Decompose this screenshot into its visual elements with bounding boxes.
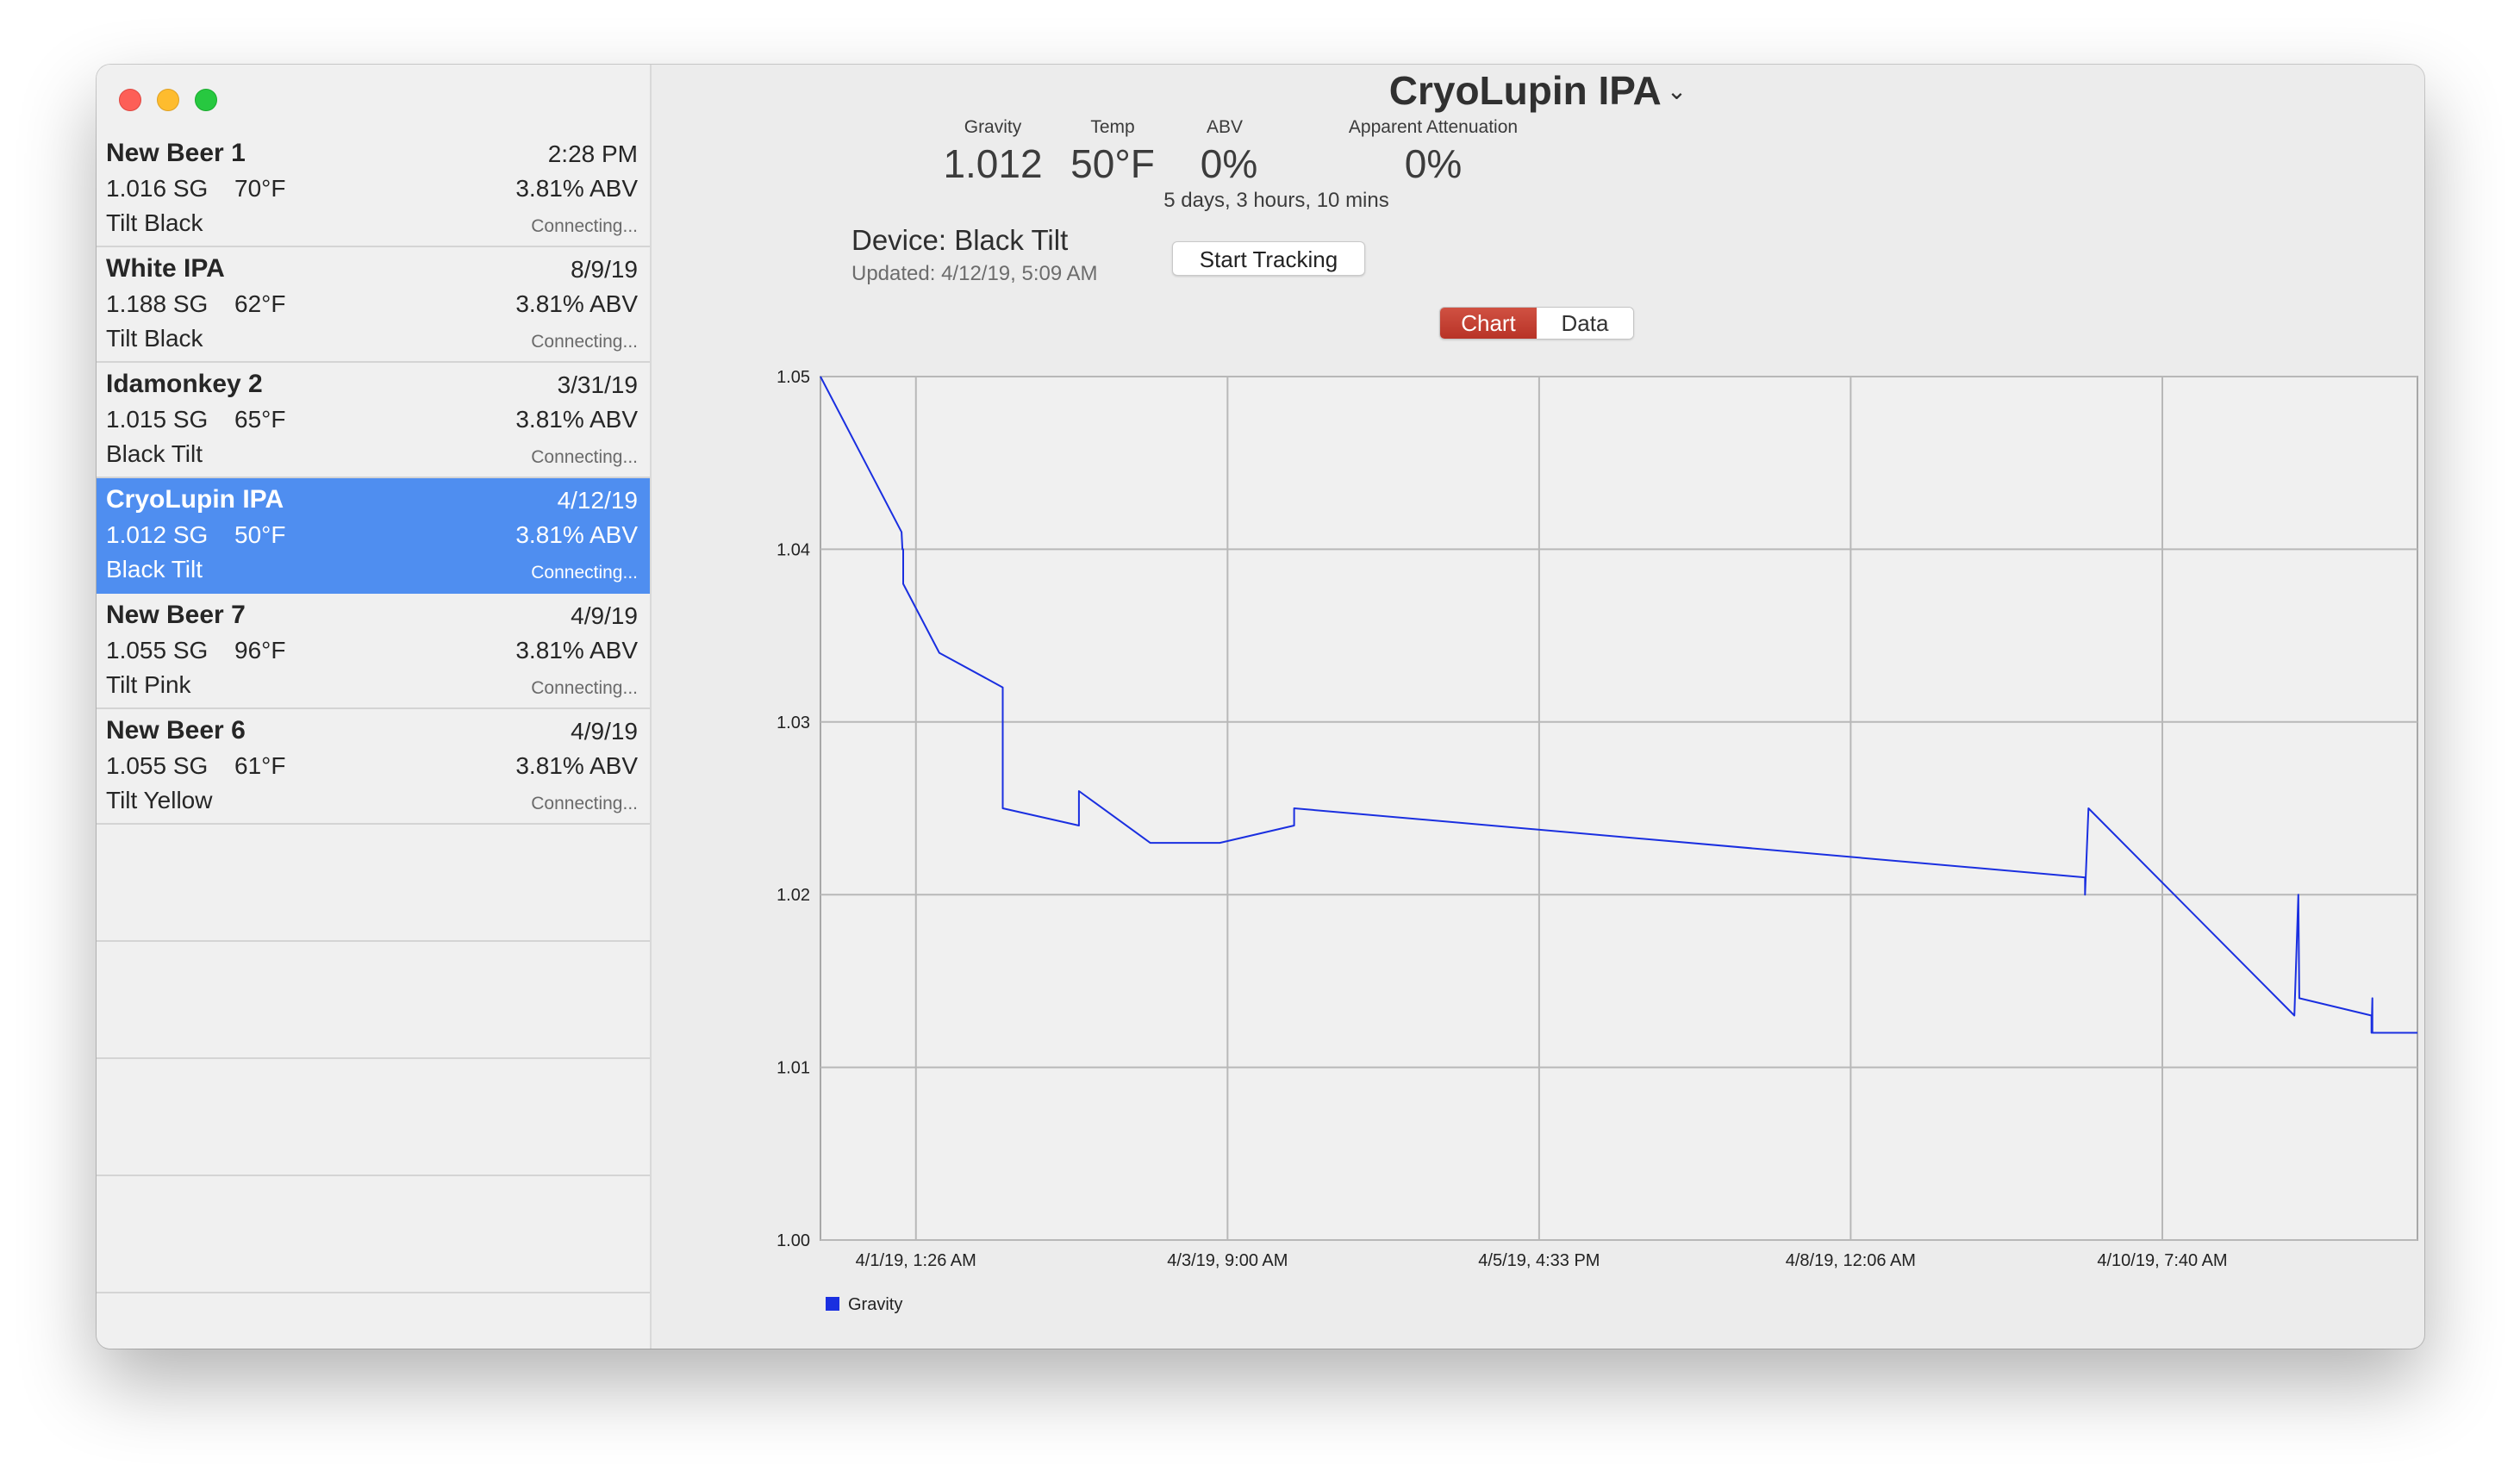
beer-gravity: 1.188 SG — [106, 290, 209, 317]
beer-date: 2:28 PM — [547, 140, 638, 167]
beer-gravity: 1.015 SG — [106, 406, 209, 433]
empty-list-row — [97, 825, 650, 942]
beer-name: CryoLupin IPA — [106, 485, 284, 514]
beer-device: Tilt Yellow — [106, 787, 213, 813]
beer-name: Idamonkey 2 — [106, 370, 263, 398]
beer-row[interactable]: New Beer 7 4/9/19 1.055 SG 96°F 3.81% AB… — [97, 594, 650, 709]
empty-list-row — [97, 1059, 650, 1176]
beer-gravity: 1.055 SG — [106, 752, 209, 779]
beer-status: Connecting... — [531, 332, 638, 352]
y-tick-label: 1.03 — [777, 714, 810, 732]
beer-date: 4/12/19 — [557, 487, 638, 514]
last-updated: Updated: 4/12/19, 5:09 AM — [851, 262, 1098, 285]
beer-abv: 3.81% ABV — [515, 406, 638, 433]
beer-temp: 70°F — [234, 175, 286, 202]
page-title: CryoLupin IPA — [1388, 68, 1662, 113]
beer-name: New Beer 1 — [106, 139, 246, 167]
y-tick-label: 1.02 — [777, 886, 810, 905]
temp-label: Temp — [1090, 117, 1135, 137]
beer-status: Connecting... — [531, 216, 638, 236]
beer-name: New Beer 6 — [106, 716, 246, 745]
beer-row-selected[interactable]: CryoLupin IPA 4/12/19 1.012 SG 50°F 3.81… — [97, 478, 650, 594]
beer-name: White IPA — [106, 254, 225, 283]
beer-date: 4/9/19 — [571, 602, 638, 629]
beer-temp: 61°F — [234, 752, 286, 779]
close-window-button[interactable] — [119, 89, 141, 111]
beer-temp: 96°F — [234, 637, 286, 664]
beer-abv: 3.81% ABV — [515, 175, 638, 202]
beer-status: Connecting... — [531, 447, 638, 467]
chevron-down-icon[interactable]: ⌄ — [1666, 78, 1687, 104]
beer-date: 8/9/19 — [571, 256, 638, 283]
beer-device: Tilt Pink — [106, 671, 191, 698]
beer-list: New Beer 1 2:28 PM 1.016 SG 70°F 3.81% A… — [97, 132, 650, 1293]
gravity-label: Gravity — [964, 117, 1022, 137]
detail-pane: CryoLupin IPA ⌄ Gravity 1.012 Temp 50°F A… — [652, 65, 2424, 1349]
start-tracking-button[interactable]: Start Tracking — [1172, 241, 1365, 276]
beer-device: Tilt Black — [106, 325, 203, 352]
abv-value: 0% — [1200, 141, 1258, 186]
beer-row[interactable]: New Beer 6 4/9/19 1.055 SG 61°F 3.81% AB… — [97, 709, 650, 825]
x-tick-label: 4/3/19, 9:00 AM — [1167, 1251, 1288, 1270]
beer-device: Black Tilt — [106, 440, 203, 467]
beer-temp: 62°F — [234, 290, 286, 317]
beer-abv: 3.81% ABV — [515, 521, 638, 548]
zoom-window-button[interactable] — [195, 89, 217, 111]
gravity-series-line — [820, 376, 2417, 1034]
beer-name: New Beer 7 — [106, 601, 246, 629]
beer-row[interactable]: New Beer 1 2:28 PM 1.016 SG 70°F 3.81% A… — [97, 132, 650, 247]
beer-abv: 3.81% ABV — [515, 752, 638, 779]
temp-value: 50°F — [1070, 141, 1155, 186]
view-toggle: Chart Data — [1439, 307, 1634, 340]
plot-area — [820, 376, 2418, 1241]
beer-status: Connecting... — [531, 678, 638, 698]
beer-temp: 50°F — [234, 521, 286, 548]
window-controls — [119, 89, 217, 111]
attenuation-value: 0% — [1404, 141, 1463, 186]
x-tick-label: 4/8/19, 12:06 AM — [1786, 1251, 1916, 1270]
y-tick-label: 1.00 — [777, 1231, 810, 1250]
device-name: Device: Black Tilt — [851, 224, 1069, 256]
beer-gravity: 1.016 SG — [106, 175, 209, 202]
x-tick-label: 4/1/19, 1:26 AM — [856, 1251, 976, 1270]
x-tick-label: 4/10/19, 7:40 AM — [2097, 1251, 2227, 1270]
attenuation-label: Apparent Attenuation — [1348, 117, 1519, 137]
beer-abv: 3.81% ABV — [515, 637, 638, 664]
beer-date: 4/9/19 — [571, 718, 638, 745]
gravity-value: 1.012 — [943, 141, 1043, 186]
beer-sidebar: New Beer 1 2:28 PM 1.016 SG 70°F 3.81% A… — [97, 65, 652, 1349]
data-tab[interactable]: Data — [1537, 308, 1633, 339]
beer-device: Tilt Black — [106, 209, 203, 236]
y-tick-label: 1.01 — [777, 1059, 810, 1078]
beer-status: Connecting... — [531, 563, 638, 583]
y-tick-label: 1.04 — [777, 540, 810, 559]
beer-temp: 65°F — [234, 406, 286, 433]
empty-list-row — [97, 1176, 650, 1293]
legend-swatch — [826, 1297, 839, 1311]
gravity-chart: 1.001.011.021.031.041.051.0161.0241.0321… — [777, 368, 2418, 1314]
abv-label: ABV — [1206, 117, 1244, 137]
app-window: New Beer 1 2:28 PM 1.016 SG 70°F 3.81% A… — [97, 65, 2424, 1349]
beer-date: 3/31/19 — [557, 371, 638, 398]
beer-row[interactable]: White IPA 8/9/19 1.188 SG 62°F 3.81% ABV… — [97, 247, 650, 363]
beer-gravity: 1.012 SG — [106, 521, 209, 548]
chart-tab[interactable]: Chart — [1440, 308, 1537, 339]
beer-device: Black Tilt — [106, 556, 203, 583]
empty-list-row — [97, 942, 650, 1059]
beer-title-dropdown[interactable]: CryoLupin IPA ⌄ — [652, 67, 2424, 114]
beer-gravity: 1.055 SG — [106, 637, 209, 664]
beer-row[interactable]: Idamonkey 2 3/31/19 1.015 SG 65°F 3.81% … — [97, 363, 650, 478]
beer-status: Connecting... — [531, 794, 638, 813]
elapsed-time: 5 days, 3 hours, 10 mins — [1163, 189, 1389, 212]
legend-label: Gravity — [848, 1295, 902, 1314]
minimize-window-button[interactable] — [157, 89, 179, 111]
beer-abv: 3.81% ABV — [515, 290, 638, 317]
y-tick-label: 1.05 — [777, 368, 810, 387]
x-tick-label: 4/5/19, 4:33 PM — [1478, 1251, 1600, 1270]
